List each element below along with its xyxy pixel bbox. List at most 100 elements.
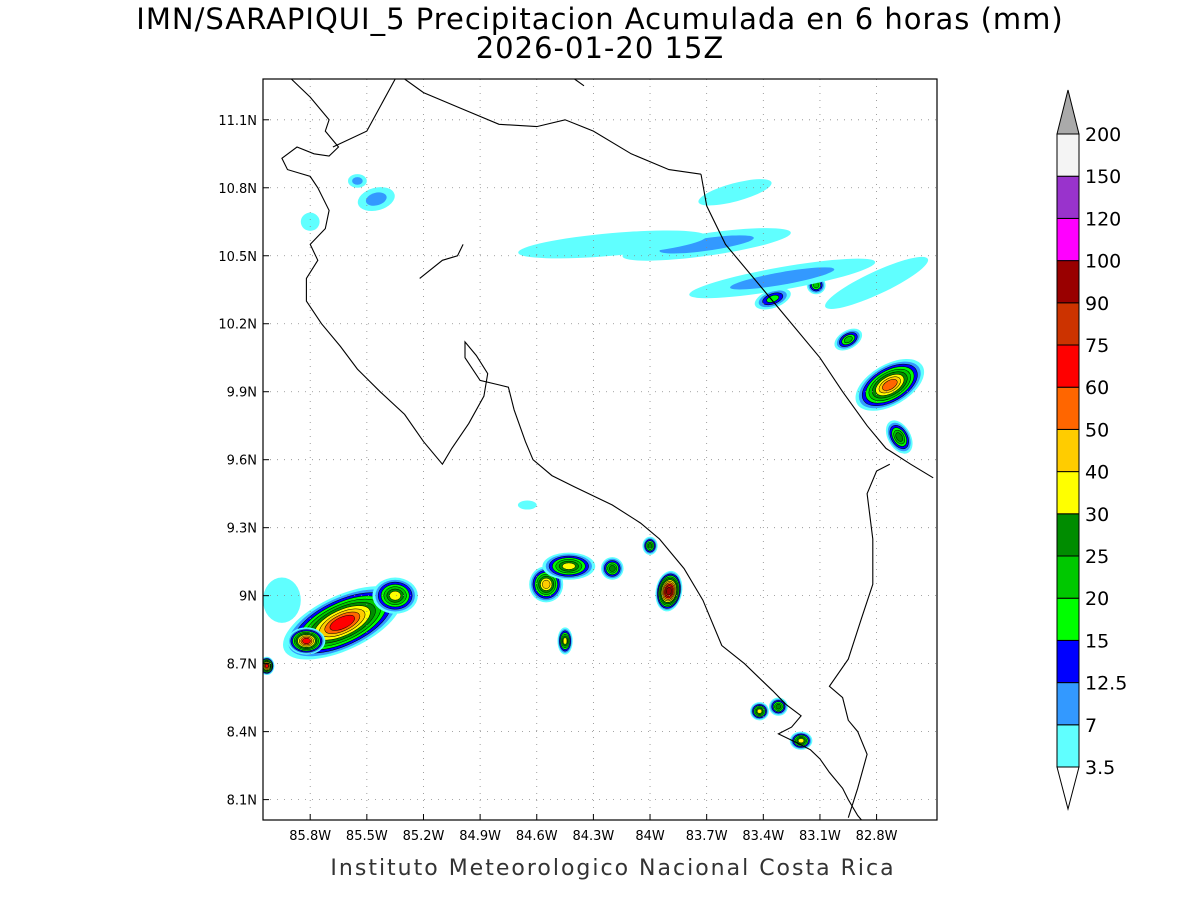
colorbar-swatch <box>1056 682 1080 726</box>
rain-contour <box>843 336 853 344</box>
colorbar-label: 12.5 <box>1085 673 1127 695</box>
colorbar-label: 7 <box>1085 715 1097 737</box>
lat-tick-label: 8.1N <box>227 794 257 809</box>
rain-cell <box>789 731 813 750</box>
colorbar-label: 120 <box>1085 208 1121 230</box>
lat-tick-label: 8.7N <box>227 658 257 673</box>
rain-contour <box>666 587 672 596</box>
rain-contour <box>300 212 320 231</box>
rain-contour <box>562 562 576 570</box>
colorbar-label: 15 <box>1085 630 1109 652</box>
colorbar-swatch <box>1056 175 1080 219</box>
map-title: IMN/SARAPIQUI_5 Precipitacion Acumulada … <box>136 2 1064 36</box>
colorbar-legend: 3.5 7 12.5 15 20 25 30 40 50 60 75 90 100 120 150 200 <box>1056 89 1127 811</box>
colorbar-label: 40 <box>1085 462 1109 484</box>
lat-tick-label: 10.5N <box>218 250 257 265</box>
colorbar-swatch <box>1056 597 1080 641</box>
colorbar-swatch <box>1056 513 1080 557</box>
lon-tick-label: 84.6W <box>516 829 558 844</box>
colorbar-swatch <box>1056 428 1080 473</box>
rain-contour <box>302 637 311 645</box>
rain-contour <box>895 432 904 442</box>
rain-cell <box>750 702 769 721</box>
coastlines <box>281 79 934 820</box>
rain-cell <box>372 577 418 614</box>
rain-contour <box>365 192 387 206</box>
colorbar-label: 100 <box>1085 251 1121 273</box>
country-border <box>700 174 934 479</box>
lon-tick-label: 83.7W <box>686 829 728 844</box>
lon-tick-label: 83.4W <box>742 829 784 844</box>
plot-frame <box>262 78 938 821</box>
rain-contour <box>542 579 551 589</box>
lon-tick-label: 85.5W <box>346 829 388 844</box>
axis-ticks: 85.8W 85.5W 85.2W 84.9W 84.6W 84.3W 84W 83.7W 83… <box>218 114 897 844</box>
lon-tick-label: 84W <box>635 829 665 844</box>
colorbar-label: 60 <box>1085 377 1109 399</box>
lon-tick-label: 85.2W <box>403 829 445 844</box>
lat-tick-label: 11.1N <box>218 114 257 129</box>
rain-contour <box>329 614 355 631</box>
rain-cell <box>557 627 573 655</box>
rain-contour <box>263 577 301 623</box>
rain-cell <box>698 179 772 206</box>
lon-tick-label: 83.1W <box>799 829 841 844</box>
lon-tick-label: 85.8W <box>289 829 331 844</box>
rain-cell <box>300 212 320 231</box>
lat-lon-grid <box>263 79 937 820</box>
rain-contour <box>352 177 363 185</box>
colorbar-label: 3.5 <box>1085 757 1115 779</box>
colorbar-swatch <box>1056 217 1080 262</box>
rain-cell <box>263 656 275 676</box>
precipitation-field <box>263 174 929 750</box>
rain-contour <box>698 179 772 206</box>
colorbar-swatch <box>1056 639 1080 684</box>
lat-tick-label: 10.2N <box>218 318 257 333</box>
rain-cell <box>347 174 367 188</box>
colorbar-label: 75 <box>1085 335 1109 357</box>
colorbar-swatch <box>1056 386 1080 430</box>
map-valid-time: 2026-01-20 15Z <box>475 31 725 65</box>
colorbar-swatch <box>1056 344 1080 388</box>
rain-cell <box>542 552 596 580</box>
rain-contour <box>609 565 616 572</box>
rain-contour <box>647 543 653 549</box>
colorbar-swatch <box>1056 260 1080 304</box>
lat-tick-label: 9N <box>239 590 257 605</box>
rain-contour <box>798 738 805 744</box>
lat-tick-label: 9.3N <box>227 522 257 537</box>
lon-tick-label: 82.8W <box>856 829 898 844</box>
rain-contour <box>389 590 402 601</box>
rain-cell <box>689 258 876 299</box>
rain-cell <box>754 288 791 310</box>
rain-contour <box>562 637 568 645</box>
colorbar-label: 50 <box>1085 419 1109 441</box>
rain-contour <box>659 235 754 254</box>
colorbar-label: 90 <box>1085 293 1109 315</box>
coastline <box>574 79 585 87</box>
colorbar-label: 20 <box>1085 588 1109 610</box>
rain-cell <box>518 230 707 259</box>
colorbar-swatch <box>1056 724 1080 768</box>
rain-cell <box>622 228 791 261</box>
colorbar-label: 25 <box>1085 546 1109 568</box>
rain-cell <box>287 627 326 655</box>
colorbar-swatch <box>1056 133 1080 177</box>
lon-tick-label: 84.3W <box>572 829 614 844</box>
lat-tick-label: 10.8N <box>218 182 257 197</box>
colorbar-swatch <box>1056 302 1080 346</box>
colorbar-max-arrow <box>1056 89 1080 135</box>
rain-cell <box>885 420 913 454</box>
rain-contour <box>882 379 898 391</box>
lat-tick-label: 9.6N <box>227 454 257 469</box>
rain-contour <box>775 704 782 710</box>
footer-credit: Instituto Meteorologico Nacional Costa R… <box>330 856 896 881</box>
rain-cell <box>855 359 925 411</box>
country-border <box>828 463 891 818</box>
lat-tick-label: 9.9N <box>227 386 257 401</box>
rain-contour <box>756 708 763 714</box>
rain-contour <box>517 500 537 510</box>
colorbar-label: 150 <box>1085 166 1121 188</box>
colorbar-label: 30 <box>1085 504 1109 526</box>
